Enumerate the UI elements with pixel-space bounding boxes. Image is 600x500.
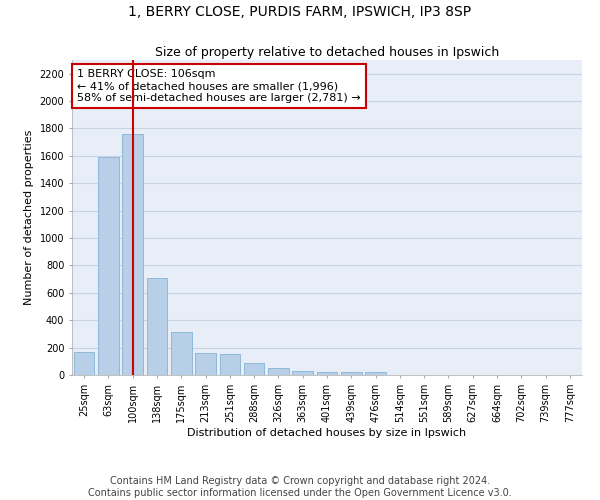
Bar [122, 134, 143, 375]
Bar [220, 354, 240, 375]
Bar [292, 371, 313, 375]
Bar [171, 332, 191, 375]
Title: Size of property relative to detached houses in Ipswich: Size of property relative to detached ho… [155, 46, 499, 59]
Text: 1 BERRY CLOSE: 106sqm
← 41% of detached houses are smaller (1,996)
58% of semi-d: 1 BERRY CLOSE: 106sqm ← 41% of detached … [77, 70, 361, 102]
Bar [244, 362, 265, 375]
Bar [268, 368, 289, 375]
Y-axis label: Number of detached properties: Number of detached properties [24, 130, 34, 305]
Bar [317, 372, 337, 375]
Bar [74, 352, 94, 375]
Bar [341, 372, 362, 375]
Bar [365, 372, 386, 375]
Text: Contains HM Land Registry data © Crown copyright and database right 2024.
Contai: Contains HM Land Registry data © Crown c… [88, 476, 512, 498]
X-axis label: Distribution of detached houses by size in Ipswich: Distribution of detached houses by size … [187, 428, 467, 438]
Bar [98, 157, 119, 375]
Bar [195, 353, 216, 375]
Bar [146, 278, 167, 375]
Text: 1, BERRY CLOSE, PURDIS FARM, IPSWICH, IP3 8SP: 1, BERRY CLOSE, PURDIS FARM, IPSWICH, IP… [128, 5, 472, 19]
